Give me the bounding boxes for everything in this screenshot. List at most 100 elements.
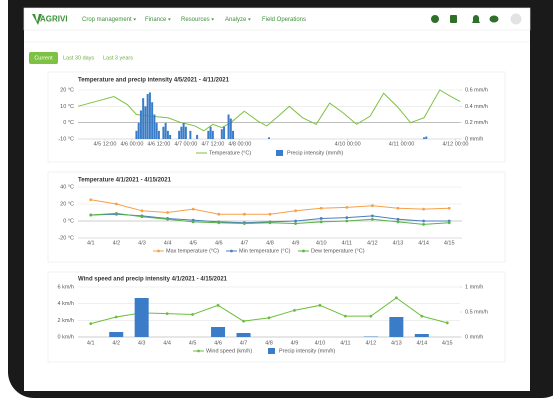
point	[217, 212, 221, 216]
y2-tick-label: 0.5 mm/h	[465, 309, 488, 315]
point	[115, 211, 118, 215]
point	[319, 220, 323, 224]
x-tick-label: 4/9	[292, 240, 300, 246]
y2-tick-label: 0.4 mm/h	[465, 104, 488, 110]
point	[114, 315, 118, 319]
chat-icon[interactable]	[489, 15, 499, 23]
tab-active[interactable]	[29, 52, 58, 64]
x-tick-label: 4/14	[418, 240, 429, 246]
bar	[155, 122, 158, 139]
avatar[interactable]	[510, 13, 522, 25]
point	[243, 222, 246, 225]
tab[interactable]: Last 30 days	[63, 55, 94, 61]
menu-item[interactable]: Resources	[181, 17, 210, 23]
point	[344, 314, 347, 318]
legend-label: Max temperature (°C)	[166, 248, 219, 254]
bar	[157, 130, 160, 139]
menu-caret	[167, 18, 171, 21]
menu-item[interactable]: Crop management	[82, 17, 132, 23]
bar	[135, 130, 138, 139]
menu-item[interactable]: Analyze	[225, 17, 247, 23]
point	[242, 319, 245, 323]
menu-caret	[133, 18, 137, 21]
x-tick-label: 4/7	[241, 240, 249, 246]
bar	[223, 126, 226, 139]
bar	[189, 130, 192, 139]
bar	[164, 122, 167, 139]
logo-icon	[32, 14, 42, 25]
legend-label: Wind speed (km/h)	[206, 348, 252, 354]
legend-label: Temperature (°C)	[209, 150, 251, 156]
point	[422, 207, 425, 211]
help-icon[interactable]	[431, 15, 439, 23]
x-tick-label: 4/10 00:00	[335, 141, 361, 147]
point	[165, 312, 169, 316]
x-tick-label: 4/6	[215, 240, 223, 246]
x-tick-label: 4/5 12:00	[93, 141, 116, 147]
bar	[232, 130, 235, 139]
bar	[153, 114, 156, 139]
point	[345, 219, 349, 223]
bar	[211, 327, 226, 337]
point	[445, 321, 449, 325]
bar	[236, 333, 251, 337]
bar	[425, 136, 428, 139]
x-tick-label: 4/12	[367, 240, 378, 246]
bar	[178, 130, 181, 139]
point	[396, 206, 400, 210]
logo[interactable]: AGRIVI	[40, 15, 68, 24]
point	[420, 314, 424, 318]
x-tick-label: 4/14	[416, 340, 427, 346]
tab[interactable]: Current	[34, 55, 53, 61]
legend-label: Min temperature (°C)	[239, 248, 291, 254]
y-tick-label: 6 km/h	[57, 284, 74, 290]
point	[394, 296, 398, 300]
y-tick-label: 0 °C	[63, 120, 74, 126]
bar	[209, 126, 212, 139]
point	[396, 217, 400, 221]
point	[371, 204, 374, 208]
tab[interactable]: Last 3 years	[103, 55, 133, 61]
bar	[169, 134, 172, 139]
x-tick-label: 4/9	[291, 340, 299, 346]
point	[319, 206, 323, 210]
x-tick-label: 4/4	[163, 340, 171, 346]
point	[294, 222, 297, 225]
x-tick-label: 4/2	[112, 340, 120, 346]
calendar-icon[interactable]	[450, 15, 457, 23]
legend-swatch	[276, 150, 283, 156]
y2-tick-label: 0.6 mm/h	[465, 87, 488, 93]
y-tick-label: 4 km/h	[57, 301, 74, 307]
point	[243, 212, 246, 216]
bar	[180, 126, 183, 139]
x-tick-label: 4/7 00:00	[174, 141, 197, 147]
point	[140, 215, 144, 219]
bar	[146, 94, 149, 139]
legend-label: Precip intensity (mm/h)	[287, 150, 343, 156]
bar	[227, 114, 230, 139]
x-tick-label: 4/8	[265, 340, 273, 346]
y2-tick-label: 0 mm/h	[465, 136, 483, 142]
bar	[137, 122, 140, 139]
bar	[139, 110, 142, 139]
bar	[196, 134, 199, 139]
y2-tick-label: 0.2 mm/h	[465, 120, 488, 126]
x-tick-label: 4/8 00:00	[228, 141, 251, 147]
bar	[229, 118, 232, 139]
x-tick-label: 4/10	[315, 340, 326, 346]
point	[89, 322, 93, 326]
x-tick-label: 4/4	[164, 240, 172, 246]
bar	[182, 122, 185, 139]
x-tick-label: 4/13	[391, 340, 402, 346]
x-tick-label: 4/8	[266, 240, 274, 246]
point	[191, 220, 195, 224]
legend-label: Precip intensity (mm/h)	[279, 348, 335, 354]
point	[140, 209, 144, 213]
bar	[220, 129, 223, 139]
bell-icon[interactable]	[472, 15, 480, 23]
y-tick-label: 20 °C	[60, 87, 74, 93]
menu-item[interactable]: Finance	[145, 17, 167, 23]
y-tick-label: 20 °C	[60, 201, 74, 207]
menu-item[interactable]: Field Operations	[262, 17, 306, 23]
